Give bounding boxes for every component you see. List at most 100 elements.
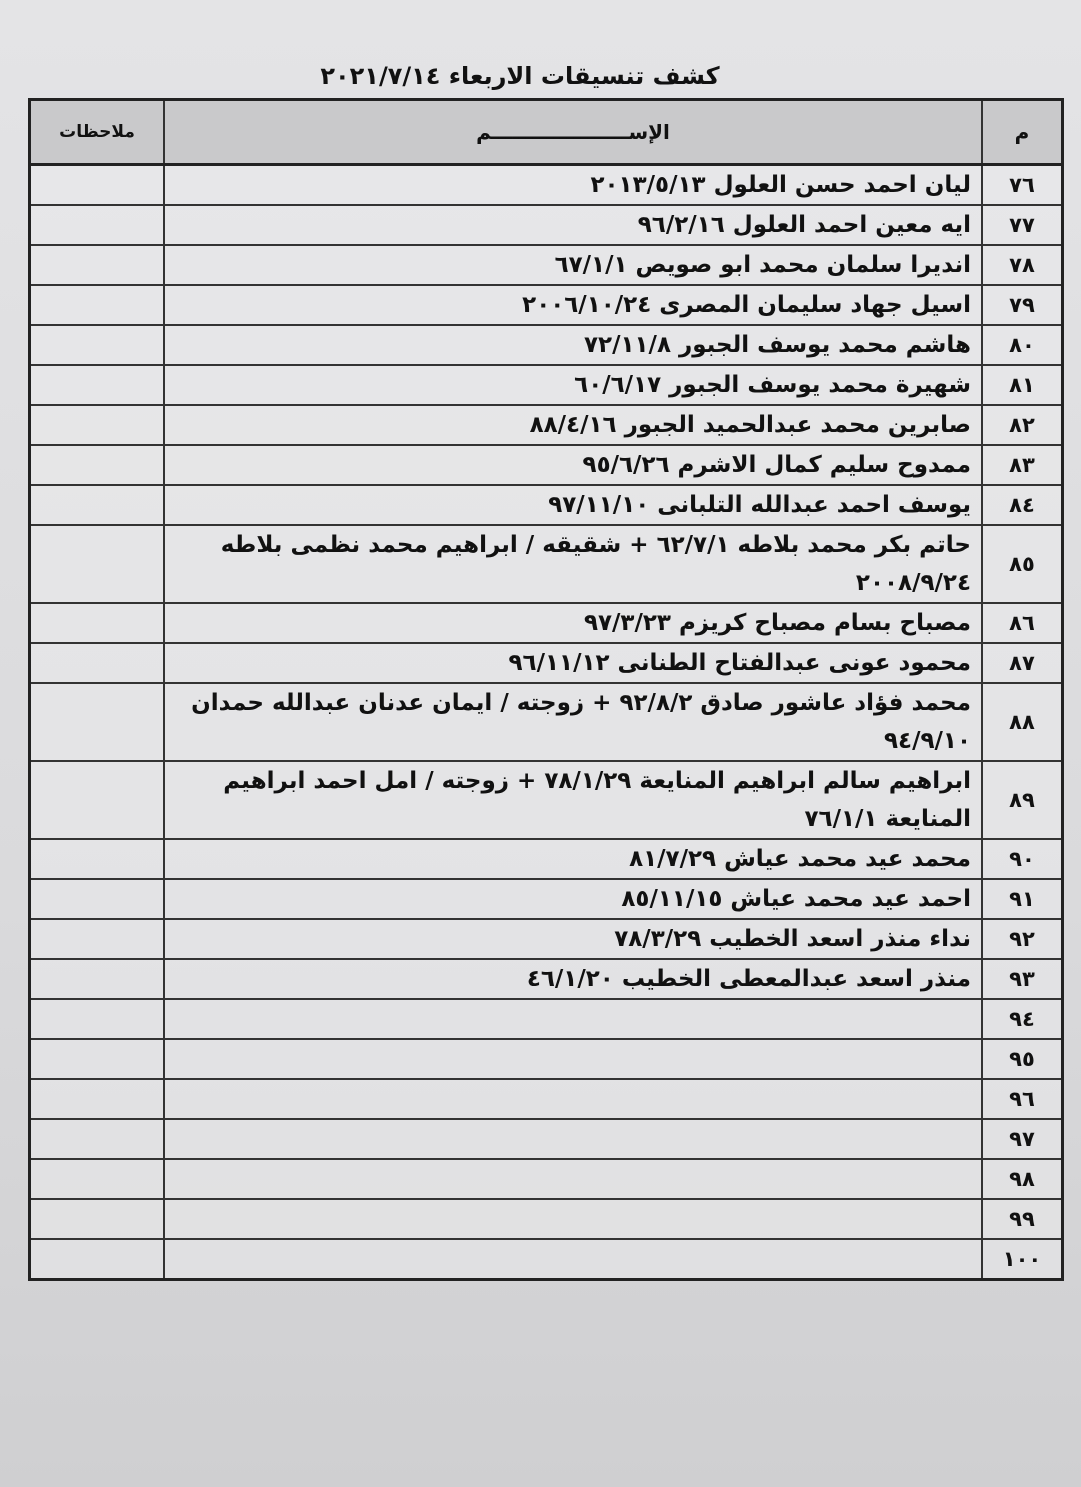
row-notes: [28, 838, 165, 880]
row-number: ٨٣: [981, 444, 1064, 486]
table-row: ٨٤ يوسف احمد عبدالله التلبانى ٩٧/١١/١٠: [28, 484, 1064, 526]
row-number: ٩٧: [981, 1118, 1064, 1160]
row-notes: [28, 958, 165, 1000]
row-number: ٨٢: [981, 404, 1064, 446]
row-number: ٩٢: [981, 918, 1064, 960]
table-row: ٧٨ انديرا سلمان محمد ابو صويص ٦٧/١/١: [28, 244, 1064, 286]
table-row: ١٠٠: [28, 1238, 1064, 1281]
row-notes: [28, 1118, 165, 1160]
table-row: ٩٩: [28, 1198, 1064, 1240]
row-name: [163, 1198, 983, 1240]
row-number: ٨٥: [981, 524, 1064, 604]
row-notes: [28, 484, 165, 526]
table-row: ٨١ شهيرة محمد يوسف الجبور ٦٠/٦/١٧: [28, 364, 1064, 406]
row-name: [163, 1038, 983, 1080]
table-row: ٧٧ ايه معين احمد العلول ٩٦/٢/١٦: [28, 204, 1064, 246]
table-row: ٩٦: [28, 1078, 1064, 1120]
table-row: ٩٤: [28, 998, 1064, 1040]
row-number: ٧٧: [981, 204, 1064, 246]
table-row: ٨٢ صابرين محمد عبدالحميد الجبور ٨٨/٤/١٦: [28, 404, 1064, 446]
row-notes: [28, 524, 165, 604]
row-name: ايه معين احمد العلول ٩٦/٢/١٦: [163, 204, 983, 246]
row-notes: [28, 998, 165, 1040]
row-name: هاشم محمد يوسف الجبور ٧٢/١١/٨: [163, 324, 983, 366]
row-notes: [28, 760, 165, 840]
row-notes: [28, 1238, 165, 1281]
row-name: نداء منذر اسعد الخطيب ٧٨/٣/٢٩: [163, 918, 983, 960]
row-name: [163, 1118, 983, 1160]
table-row: ٨٠ هاشم محمد يوسف الجبور ٧٢/١١/٨: [28, 324, 1064, 366]
row-number: ٩١: [981, 878, 1064, 920]
table-row: ٩٥: [28, 1038, 1064, 1080]
row-notes: [28, 1078, 165, 1120]
table-row: ٨٧ محمود عونى عبدالفتاح الطنانى ٩٦/١١/١٢: [28, 642, 1064, 684]
row-number: ٩٩: [981, 1198, 1064, 1240]
row-name: حاتم بكر محمد بلاطه ٦٢/٧/١ + شقيقه / ابر…: [163, 524, 983, 604]
table-row: ٧٦ ليان احمد حسن العلول ٢٠١٣/٥/١٣: [28, 163, 1064, 206]
row-name: احمد عيد محمد عياش ٨٥/١١/١٥: [163, 878, 983, 920]
header-notes: ملاحظات: [28, 98, 165, 166]
row-notes: [28, 444, 165, 486]
row-notes: [28, 284, 165, 326]
table-row: ٨٥ حاتم بكر محمد بلاطه ٦٢/٧/١ + شقيقه / ا…: [28, 524, 1064, 604]
table-row: ٩٣ منذر اسعد عبدالمعطى الخطيب ٤٦/١/٢٠: [28, 958, 1064, 1000]
row-name: ابراهيم سالم ابراهيم المنايعة ٧٨/١/٢٩ + …: [163, 760, 983, 840]
header-name: الإســــــــــــــــــــم: [163, 98, 983, 166]
row-notes: [28, 682, 165, 762]
row-number: ٧٨: [981, 244, 1064, 286]
row-number: ٨٨: [981, 682, 1064, 762]
row-number: ٨٠: [981, 324, 1064, 366]
row-number: ٩٠: [981, 838, 1064, 880]
row-number: ١٠٠: [981, 1238, 1064, 1281]
row-number: ٨٧: [981, 642, 1064, 684]
row-name: يوسف احمد عبدالله التلبانى ٩٧/١١/١٠: [163, 484, 983, 526]
row-notes: [28, 1198, 165, 1240]
table-row: ٩٢ نداء منذر اسعد الخطيب ٧٨/٣/٢٩: [28, 918, 1064, 960]
row-number: ٨٩: [981, 760, 1064, 840]
row-name: ممدوح سليم كمال الاشرم ٩٥/٦/٢٦: [163, 444, 983, 486]
row-number: ٩٥: [981, 1038, 1064, 1080]
document-title: كشف تنسيقات الاربعاء ٢٠٢١/٧/١٤: [320, 62, 720, 90]
row-notes: [28, 324, 165, 366]
row-notes: [28, 364, 165, 406]
row-notes: [28, 642, 165, 684]
row-name: [163, 1238, 983, 1281]
names-table: م الإســــــــــــــــــــم ملاحظات ٧٦ لي…: [28, 98, 1064, 1281]
row-name: [163, 998, 983, 1040]
row-number: ٩٨: [981, 1158, 1064, 1200]
row-number: ٨٤: [981, 484, 1064, 526]
row-name: انديرا سلمان محمد ابو صويص ٦٧/١/١: [163, 244, 983, 286]
table-row: ٩١ احمد عيد محمد عياش ٨٥/١١/١٥: [28, 878, 1064, 920]
row-name: [163, 1158, 983, 1200]
row-name: اسيل جهاد سليمان المصرى ٢٠٠٦/١٠/٢٤: [163, 284, 983, 326]
row-number: ٨١: [981, 364, 1064, 406]
table-header: م الإســــــــــــــــــــم ملاحظات: [28, 98, 1064, 166]
table-row: ٩٨: [28, 1158, 1064, 1200]
row-name: محمد فؤاد عاشور صادق ٩٢/٨/٢ + زوجته / اي…: [163, 682, 983, 762]
header-num: م: [981, 98, 1064, 166]
row-notes: [28, 1158, 165, 1200]
row-name: مصباح بسام مصباح كريزم ٩٧/٣/٢٣: [163, 602, 983, 644]
row-notes: [28, 204, 165, 246]
row-notes: [28, 878, 165, 920]
row-notes: [28, 404, 165, 446]
row-notes: [28, 163, 165, 206]
row-number: ٧٩: [981, 284, 1064, 326]
row-number: ٨٦: [981, 602, 1064, 644]
row-number: ٩٤: [981, 998, 1064, 1040]
table-row: ٩٧: [28, 1118, 1064, 1160]
row-name: محمود عونى عبدالفتاح الطنانى ٩٦/١١/١٢: [163, 642, 983, 684]
table-row: ٨٩ ابراهيم سالم ابراهيم المنايعة ٧٨/١/٢٩ …: [28, 760, 1064, 840]
table-row: ٩٠ محمد عيد محمد عياش ٨١/٧/٢٩: [28, 838, 1064, 880]
row-notes: [28, 244, 165, 286]
table-row: ٨٣ ممدوح سليم كمال الاشرم ٩٥/٦/٢٦: [28, 444, 1064, 486]
table-row: ٨٦ مصباح بسام مصباح كريزم ٩٧/٣/٢٣: [28, 602, 1064, 644]
row-name: شهيرة محمد يوسف الجبور ٦٠/٦/١٧: [163, 364, 983, 406]
table-row: ٧٩ اسيل جهاد سليمان المصرى ٢٠٠٦/١٠/٢٤: [28, 284, 1064, 326]
row-notes: [28, 918, 165, 960]
row-name: محمد عيد محمد عياش ٨١/٧/٢٩: [163, 838, 983, 880]
row-notes: [28, 1038, 165, 1080]
table-row: ٨٨ محمد فؤاد عاشور صادق ٩٢/٨/٢ + زوجته / …: [28, 682, 1064, 762]
row-name: منذر اسعد عبدالمعطى الخطيب ٤٦/١/٢٠: [163, 958, 983, 1000]
row-number: ٩٣: [981, 958, 1064, 1000]
